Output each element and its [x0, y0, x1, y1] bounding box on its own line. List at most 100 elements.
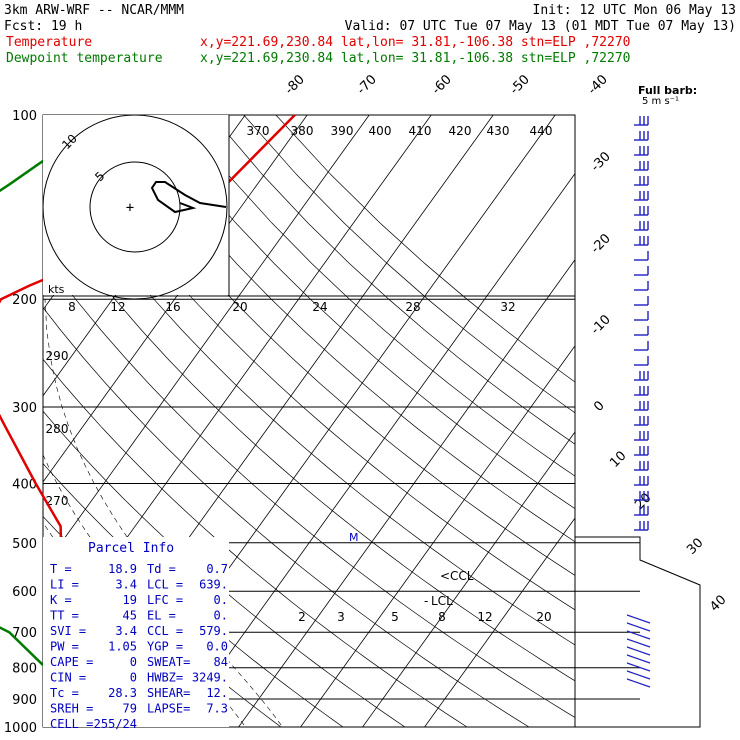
parcel-key: HWBZ=	[147, 671, 183, 685]
dry-adiabat	[179, 115, 575, 477]
parcel-title: Parcel Info	[88, 541, 174, 556]
isotherm-line	[300, 345, 575, 727]
dry-adiabat	[50, 115, 575, 611]
pressure-label: 900	[12, 693, 37, 708]
dry-adiabat	[43, 358, 468, 727]
theta-label: 380	[291, 124, 314, 138]
dry-adiabat	[147, 115, 575, 510]
forecast-hour: Fcst: 19 h	[4, 19, 82, 34]
hodograph-trace	[150, 181, 227, 214]
theta-label: 370	[247, 124, 270, 138]
parcel-key: CAPE =	[50, 655, 93, 669]
hodograph-unit: kts	[48, 283, 65, 296]
isotherm-label: -60	[429, 72, 455, 98]
theta-label: 440	[530, 124, 553, 138]
hodograph-speed-label: 20	[232, 300, 247, 314]
isotherm-line	[43, 115, 308, 483]
isotherm-line	[238, 259, 575, 727]
parcel-key: LAPSE=	[147, 702, 190, 716]
hodograph-speed-label: 32	[500, 300, 515, 314]
parcel-key: K =	[50, 593, 72, 607]
theta-label-left: 280	[46, 422, 69, 436]
parcel-info: Parcel Info T = 18.9 Td = 0.7 LI = 3.4 LCL = 639…	[43, 537, 229, 731]
parcel-key: SHEAR=	[147, 686, 190, 700]
parcel-value: 0	[130, 655, 137, 669]
parcel-value: 3.4	[115, 624, 137, 638]
parcel-value: 3249.	[192, 671, 228, 685]
parcel-key: LFC =	[147, 593, 183, 607]
ccl-marker-arrow: <	[440, 569, 450, 583]
hodograph-speed-label: 12	[110, 300, 125, 314]
parcel-background	[43, 537, 229, 727]
parcel-key: T =	[50, 562, 72, 576]
parcel-value: 255/24	[94, 717, 137, 731]
parcel-value: 0.7	[206, 562, 228, 576]
temperature-location: x,y=221.69,230.84 lat,lon= 31.81,-106.38…	[200, 35, 630, 50]
isotherm-label: -80	[282, 72, 308, 98]
parcel-key: SWEAT=	[147, 655, 190, 669]
dry-adiabat	[115, 115, 575, 543]
parcel-key: LCL =	[147, 578, 183, 592]
wind-barb-low	[626, 662, 651, 672]
parcel-value: 0.0	[206, 640, 228, 654]
hodograph-speed-label: 24	[312, 300, 327, 314]
parcel-value: 639.	[199, 578, 228, 592]
pressure-label: 300	[12, 401, 37, 416]
isotherm-line	[176, 172, 575, 727]
isotherm-label: -40	[585, 72, 611, 98]
parcel-value: 12.	[206, 686, 228, 700]
parcel-value: 84	[214, 655, 228, 669]
temperature-legend: Temperature	[6, 35, 92, 50]
mixing-ratio-label: 5	[391, 610, 399, 624]
parcel-key: Td =	[147, 562, 176, 576]
isotherm-line	[362, 431, 575, 727]
parcel-value: 3.4	[115, 578, 137, 592]
hodograph-speed-label: 8	[68, 300, 76, 314]
hodograph-speed-label: 16	[165, 300, 180, 314]
theta-label: 430	[487, 124, 510, 138]
parcel-key: TT =	[50, 609, 79, 623]
theta-label-left: 270	[46, 494, 69, 508]
parcel-key: EL =	[147, 609, 176, 623]
pressure-label: 400	[12, 477, 37, 492]
wind-barb-low	[626, 678, 651, 688]
parcel-value: 1.05	[108, 640, 137, 654]
wind-barbs: Full barb:5 m s⁻¹	[626, 84, 697, 688]
valid-time: Valid: 07 UTC Tue 07 May 13 (01 MDT Tue …	[345, 19, 736, 34]
isotherm-label: -20	[588, 231, 614, 257]
plot-border	[42, 114, 576, 728]
parcel-key: CCL =	[147, 624, 183, 638]
wind-barb-legend-title: Full barb:	[638, 84, 697, 97]
isotherm-label: -30	[588, 149, 614, 175]
mixing-ratio-label: 2	[298, 610, 306, 624]
pressure-label: 200	[12, 293, 37, 308]
theta-label-left: 290	[46, 349, 69, 363]
parcel-value: 79	[123, 702, 137, 716]
parcel-key: SVI =	[50, 624, 86, 638]
pressure-label: 500	[12, 537, 37, 552]
parcel-value: 7.3	[206, 702, 228, 716]
hodograph-background	[43, 115, 229, 295]
mixing-ratio-label: 8	[438, 610, 446, 624]
parcel-value: 18.9	[108, 562, 137, 576]
theta-label: 390	[331, 124, 354, 138]
dry-adiabat	[83, 115, 575, 576]
wind-barb-low	[626, 630, 651, 640]
dry-adiabat	[43, 255, 575, 718]
hodograph-ring-5	[89, 161, 181, 253]
dry-adiabat	[43, 203, 575, 682]
wind-barb-low	[626, 614, 651, 624]
isotherm-label: -50	[507, 72, 533, 98]
dry-adiabat	[275, 115, 575, 383]
pressure-label: 600	[12, 585, 37, 600]
hodograph-speed-label: 28	[405, 300, 420, 314]
dewpoint-location: x,y=221.69,230.84 lat,lon= 31.81,-106.38…	[200, 51, 630, 66]
parcel-key: LI =	[50, 578, 79, 592]
dewpoint-profile	[0, 113, 110, 701]
isotherm-label: 10	[607, 449, 629, 471]
pressure-label: 700	[12, 626, 37, 641]
parcel-key: YGP =	[147, 640, 183, 654]
wind-barb-legend-value: 5 m s⁻¹	[642, 96, 679, 107]
